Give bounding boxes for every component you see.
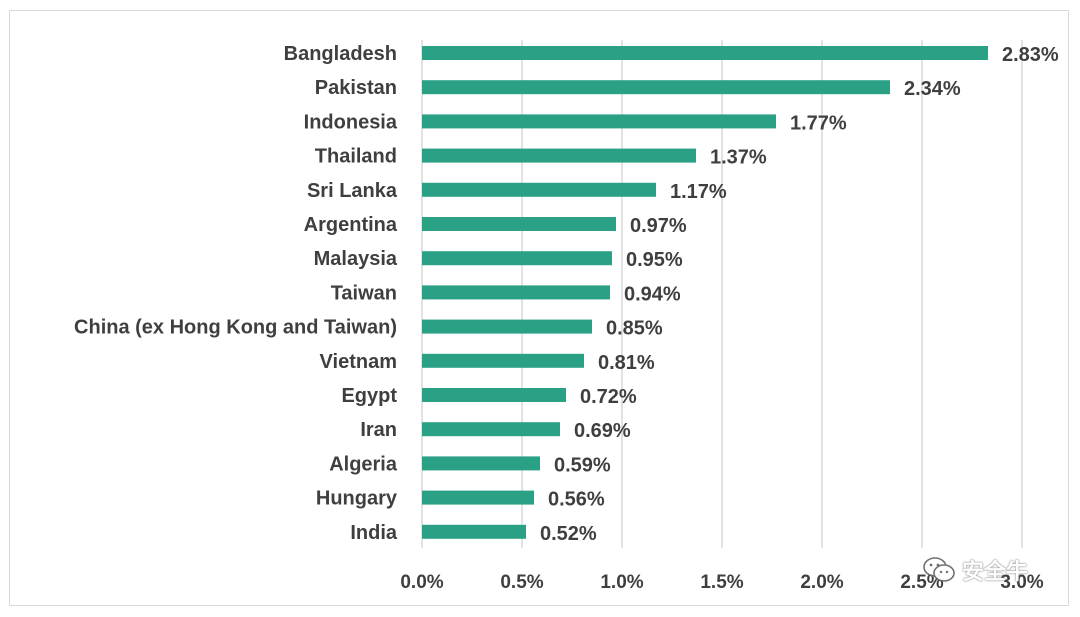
value-label: 0.95%: [626, 249, 683, 271]
x-tick-label: 2.5%: [900, 572, 943, 593]
x-tick-label: 1.0%: [600, 572, 643, 593]
bar: [422, 422, 560, 437]
value-label: 0.59%: [554, 454, 611, 476]
value-label: 1.17%: [670, 181, 727, 203]
x-axis-tick-labels: 0.0% 0.5% 1.0% 1.5% 2.0% 2.5% 3.0%: [400, 572, 1043, 593]
x-tick-label: 2.0%: [800, 572, 843, 593]
category-label: Thailand: [315, 146, 397, 168]
value-label: 1.77%: [790, 112, 847, 134]
category-label: Indonesia: [304, 111, 398, 133]
category-label: Malaysia: [314, 248, 398, 270]
bar: [422, 217, 616, 231]
bar: [422, 285, 610, 300]
category-label: Sri Lanka: [307, 180, 398, 202]
value-label: 0.56%: [548, 489, 605, 511]
value-label: 0.85%: [606, 318, 663, 340]
category-label: Vietnam: [320, 351, 397, 373]
x-tick-label: 1.5%: [700, 572, 743, 593]
value-label: 0.52%: [540, 523, 597, 545]
category-label: Argentina: [304, 214, 398, 236]
chart-frame: [9, 10, 1069, 606]
value-label: 0.72%: [580, 386, 637, 408]
x-tick-label: 3.0%: [1000, 572, 1043, 593]
bar: [422, 388, 566, 402]
value-label: 0.69%: [574, 420, 631, 442]
x-tick-label: 0.5%: [500, 572, 543, 593]
value-label: 0.81%: [598, 352, 655, 374]
value-label: 0.94%: [624, 283, 681, 305]
category-labels: Bangladesh Pakistan Indonesia Thailand Sri L…: [74, 43, 398, 544]
bar: [422, 524, 526, 539]
category-label: Egypt: [341, 385, 397, 407]
value-label: 2.83%: [1002, 44, 1059, 66]
bar: [422, 353, 584, 368]
watermark: 安全牛: [922, 553, 1028, 587]
bar: [422, 182, 656, 197]
value-labels: 2.83% 2.34% 1.77% 1.37% 1.17% 0.97% 0.95% 0.94%…: [540, 44, 1059, 545]
bar: [422, 46, 988, 60]
bar: [422, 80, 890, 95]
category-label: India: [350, 522, 398, 544]
category-label: Hungary: [316, 488, 398, 510]
category-label: Algeria: [329, 453, 398, 475]
x-tick-label: 0.0%: [400, 572, 443, 593]
bars: [422, 46, 988, 539]
category-label: China (ex Hong Kong and Taiwan): [74, 317, 397, 339]
bar: [422, 114, 776, 129]
bar: [422, 319, 592, 334]
category-label: Pakistan: [315, 77, 397, 99]
bar: [422, 490, 534, 505]
category-label: Bangladesh: [284, 43, 397, 65]
value-label: 1.37%: [710, 147, 767, 169]
category-label: Iran: [360, 419, 397, 441]
bar: [422, 456, 540, 471]
value-label: 2.34%: [904, 78, 961, 100]
category-label: Taiwan: [331, 282, 397, 304]
bar: [422, 148, 696, 163]
wechat-icon: [922, 555, 956, 585]
value-label: 0.97%: [630, 215, 687, 237]
watermark-text: 安全牛: [962, 560, 1029, 585]
bar: [422, 251, 612, 266]
